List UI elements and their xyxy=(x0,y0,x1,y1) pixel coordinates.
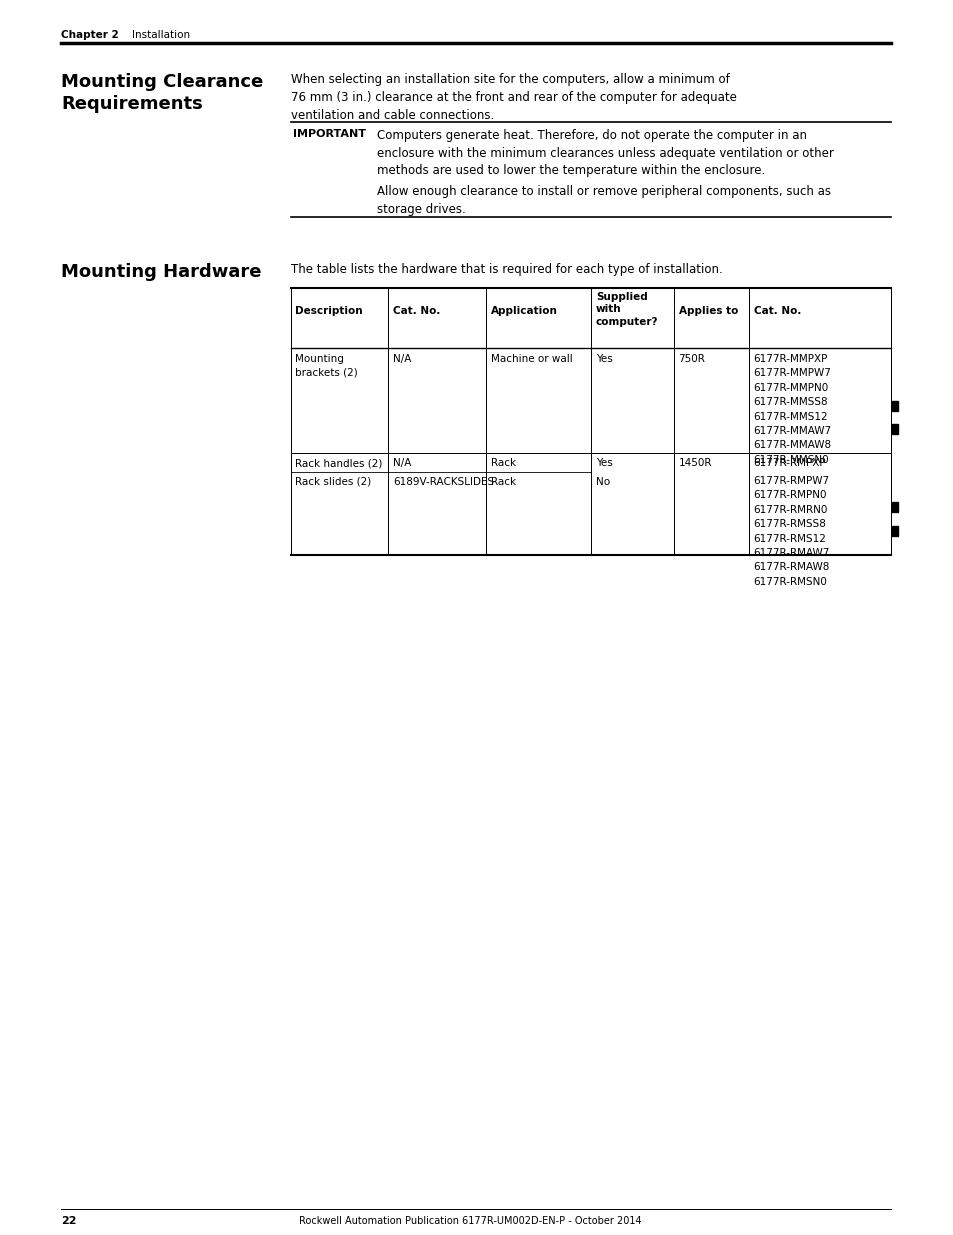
Text: The table lists the hardware that is required for each type of installation.: The table lists the hardware that is req… xyxy=(291,263,721,275)
Text: 6189V-RACKSLIDES: 6189V-RACKSLIDES xyxy=(393,477,494,487)
Text: 750R: 750R xyxy=(678,354,704,364)
Text: 22: 22 xyxy=(61,1216,76,1226)
Text: Description: Description xyxy=(295,306,363,316)
Text: Rack handles (2): Rack handles (2) xyxy=(295,458,382,468)
Bar xyxy=(891,400,897,410)
Text: When selecting an installation site for the computers, allow a minimum of
76 mm : When selecting an installation site for … xyxy=(291,73,736,122)
Text: Chapter 2: Chapter 2 xyxy=(61,30,119,40)
Bar xyxy=(891,424,897,433)
Text: Rockwell Automation Publication 6177R-UM002D-EN-P - October 2014: Rockwell Automation Publication 6177R-UM… xyxy=(298,1216,640,1226)
Text: Application: Application xyxy=(490,306,558,316)
Text: 6177R-RMPW7
6177R-RMPN0
6177R-RMRN0
6177R-RMSS8
6177R-RMS12
6177R-RMAW7
6177R-RM: 6177R-RMPW7 6177R-RMPN0 6177R-RMRN0 6177… xyxy=(753,475,829,587)
Text: No: No xyxy=(596,477,609,487)
Text: Mounting Hardware: Mounting Hardware xyxy=(61,263,261,282)
Text: 6177R-RMPXP: 6177R-RMPXP xyxy=(753,458,825,468)
Text: Installation: Installation xyxy=(132,30,190,40)
Text: N/A: N/A xyxy=(393,458,411,468)
Text: Mounting Clearance
Requirements: Mounting Clearance Requirements xyxy=(61,73,263,114)
Text: Rack: Rack xyxy=(490,458,516,468)
Text: Supplied
with
computer?: Supplied with computer? xyxy=(596,291,658,327)
Text: Yes: Yes xyxy=(596,458,612,468)
Text: Machine or wall: Machine or wall xyxy=(490,354,572,364)
Text: Rack: Rack xyxy=(490,477,516,487)
Text: Computers generate heat. Therefore, do not operate the computer in an
enclosure : Computers generate heat. Therefore, do n… xyxy=(376,128,833,177)
Text: Yes: Yes xyxy=(596,354,612,364)
Text: 6177R-MMPXP
6177R-MMPW7
6177R-MMPN0
6177R-MMSS8
6177R-MMS12
6177R-MMAW7
6177R-MM: 6177R-MMPXP 6177R-MMPW7 6177R-MMPN0 6177… xyxy=(753,354,831,464)
Text: Rack slides (2): Rack slides (2) xyxy=(295,477,372,487)
Bar xyxy=(891,501,897,511)
Text: Cat. No.: Cat. No. xyxy=(393,306,440,316)
Text: N/A: N/A xyxy=(393,354,411,364)
Text: 1450R: 1450R xyxy=(678,458,711,468)
Text: IMPORTANT: IMPORTANT xyxy=(293,128,365,140)
Bar xyxy=(891,526,897,536)
Text: Allow enough clearance to install or remove peripheral components, such as
stora: Allow enough clearance to install or rem… xyxy=(376,185,830,215)
Text: Cat. No.: Cat. No. xyxy=(753,306,801,316)
Text: Mounting
brackets (2): Mounting brackets (2) xyxy=(295,354,358,377)
Text: Applies to: Applies to xyxy=(678,306,737,316)
